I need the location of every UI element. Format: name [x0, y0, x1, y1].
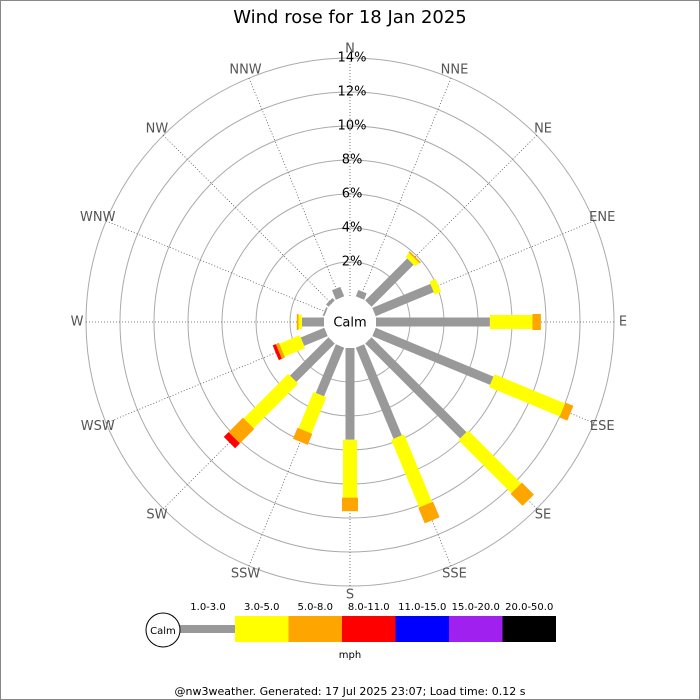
bar-segment	[272, 344, 282, 361]
bar-segment	[355, 289, 367, 300]
direction-label: SE	[535, 508, 551, 523]
r-tick-label: 10%	[338, 119, 367, 134]
bar-segment	[489, 374, 566, 417]
bar-segment	[559, 402, 574, 421]
direction-label: SW	[146, 508, 167, 523]
direction-label: WSW	[81, 419, 115, 434]
direction-label: NW	[146, 121, 169, 136]
legend-label: 1.0-3.0	[190, 602, 225, 613]
bar-segment	[372, 283, 434, 317]
legend-swatch	[502, 616, 556, 642]
bar-segment	[458, 430, 522, 494]
bar-segment	[372, 327, 494, 385]
bar-segment	[223, 432, 240, 449]
bar-segment	[228, 417, 255, 444]
bar-segment	[510, 482, 534, 506]
direction-label: ENE	[589, 210, 615, 225]
legend-label: 5.0-8.0	[298, 602, 333, 613]
r-tick-label: 6%	[342, 187, 363, 202]
legend-swatch	[288, 616, 342, 642]
direction-label: NNW	[229, 62, 261, 77]
r-tick-label: 14%	[338, 51, 367, 66]
bar-segment	[243, 373, 299, 429]
bar-segment	[365, 337, 467, 439]
legend-swatch	[395, 616, 449, 642]
spoke	[105, 220, 327, 313]
bar-segment	[391, 434, 433, 508]
calm-circle	[325, 297, 375, 347]
r-tick-label: 8%	[342, 153, 363, 168]
legend-label: 8.0-11.0	[348, 602, 390, 613]
legend-swatch	[235, 616, 289, 642]
bar-segment	[322, 307, 328, 317]
labels: 2% 4% 6% 8% 10% 12% 14%N NNE NE ENE E ESE SE SSE S SSW S…	[71, 42, 628, 603]
legend-label: 11.0-15.0	[398, 602, 446, 613]
bar-segment	[365, 258, 414, 307]
bar-segment	[292, 427, 313, 445]
bar-segment	[289, 337, 335, 383]
bar-segment	[405, 252, 420, 267]
bar-segment	[331, 286, 345, 300]
legend-calm-circle	[145, 612, 181, 648]
footer: @nw3weather. Generated: 17 Jul 2025 23:0…	[175, 685, 526, 698]
direction-label: E	[619, 315, 627, 330]
spoke	[248, 77, 341, 299]
bar-segment	[300, 327, 328, 346]
direction-label: WNW	[80, 210, 116, 225]
direction-label: S	[346, 588, 354, 603]
chart-title: Wind rose for 18 Jan 2025	[233, 7, 467, 28]
legend-swatch	[342, 616, 396, 642]
calm-label: Calm	[333, 316, 366, 331]
direction-label: ESE	[590, 419, 615, 434]
bars	[223, 251, 574, 524]
direction-label: N	[345, 42, 355, 57]
legend-swatch	[449, 616, 503, 642]
bar-segment	[418, 501, 440, 524]
bar-segment	[279, 335, 306, 357]
direction-label: W	[71, 315, 84, 330]
r-tick-label: 12%	[338, 85, 367, 100]
legend-label: 15.0-20.0	[452, 602, 500, 613]
r-tick-label: 2%	[342, 255, 363, 270]
direction-label: NE	[534, 121, 552, 136]
spoke	[359, 77, 452, 299]
legend-label: 3.0-5.0	[244, 602, 279, 613]
legend-unit: mph	[339, 650, 361, 661]
direction-label: SSE	[442, 567, 467, 582]
direction-label: SSW	[231, 567, 261, 582]
grid-ring	[153, 125, 547, 519]
bar-segment	[298, 392, 327, 434]
bar-segment	[429, 278, 442, 295]
bar-segment	[315, 344, 345, 397]
r-tick-label: 4%	[342, 221, 363, 236]
direction-label: NNE	[441, 62, 469, 77]
bar-segment	[408, 251, 421, 264]
spoke	[163, 135, 332, 304]
legend: Calm mph 1.0-3.0 3.0-5.0 5.0-8.0 8.0-11.0 11…	[145, 602, 556, 661]
bar-segment	[355, 344, 402, 439]
bar-segment	[275, 342, 286, 359]
bar-segment	[326, 298, 335, 307]
legend-calm-label: Calm	[150, 626, 176, 637]
legend-label: 20.0-50.0	[505, 602, 553, 613]
